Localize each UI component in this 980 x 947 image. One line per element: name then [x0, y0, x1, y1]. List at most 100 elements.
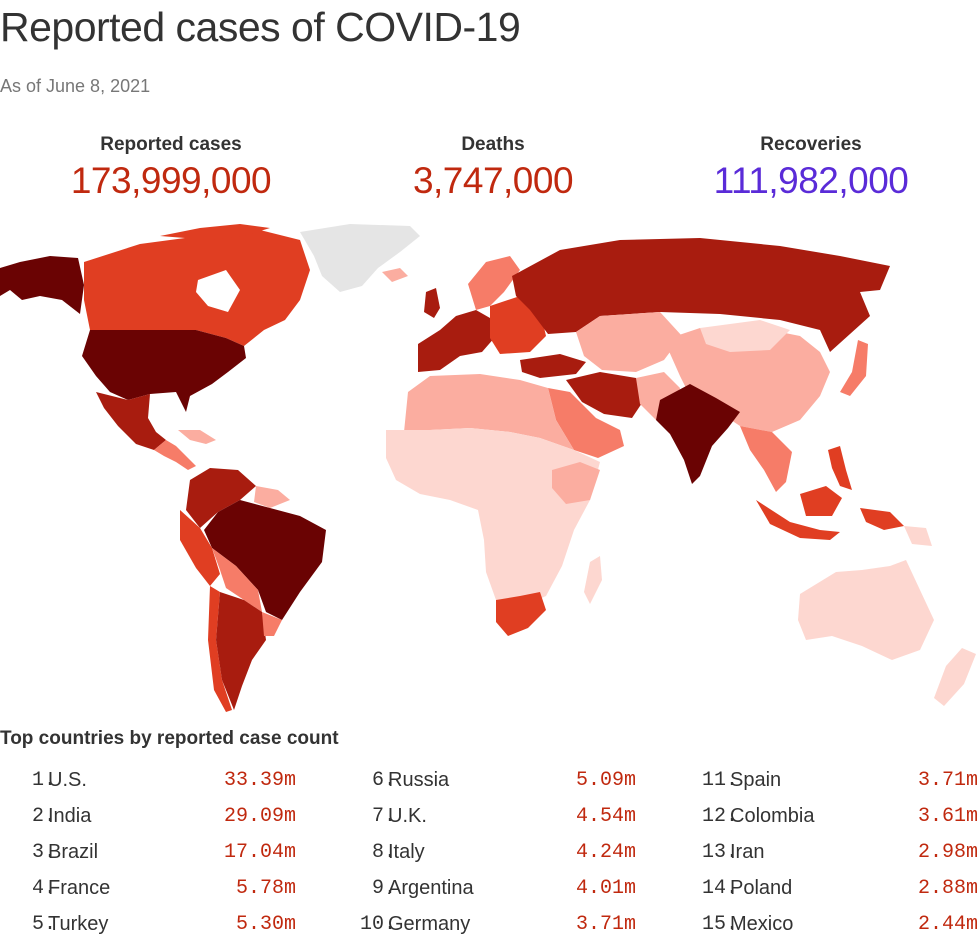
- region-middle-east[interactable]: [566, 372, 644, 418]
- region-bolivia-paraguay[interactable]: [212, 548, 262, 612]
- region-argentina[interactable]: [216, 592, 266, 710]
- rank-number: 11: [701, 769, 726, 792]
- stat-label: Recoveries: [760, 134, 862, 155]
- region-mongolia[interactable]: [700, 320, 790, 352]
- world-choropleth-map: [0, 224, 976, 712]
- rank-separator: .: [44, 913, 57, 936]
- region-turkey[interactable]: [520, 354, 586, 378]
- case-count: 2.98m: [917, 841, 978, 864]
- region-central-asia[interactable]: [576, 312, 682, 372]
- region-greenland[interactable]: [300, 224, 420, 292]
- stat-value: 111,982,000: [713, 160, 909, 201]
- region-central-america[interactable]: [154, 440, 196, 470]
- rank-number: 8: [371, 841, 384, 864]
- rank-separator: .: [44, 805, 57, 828]
- country-name: Russia: [388, 769, 450, 791]
- list-item: 1. U.S. 33.39m: [0, 767, 296, 803]
- country-name: Italy: [388, 841, 425, 863]
- stat-recoveries: Recoveries 111,982,000: [696, 134, 926, 202]
- rank-number: 7: [371, 805, 384, 828]
- country-name: Mexico: [730, 913, 794, 935]
- region-uruguay[interactable]: [262, 612, 282, 636]
- region-southeast-asia[interactable]: [740, 426, 792, 492]
- region-usa[interactable]: [82, 330, 246, 412]
- list-item: 7. U.K. 4.54m: [340, 803, 636, 839]
- case-count: 5.09m: [575, 769, 636, 792]
- rank-number: 5: [31, 913, 44, 936]
- rank-separator: .: [44, 877, 57, 900]
- region-brazil[interactable]: [204, 500, 326, 620]
- region-papua[interactable]: [904, 526, 932, 546]
- region-arabia[interactable]: [548, 388, 624, 458]
- top-list-column: 11. Spain 3.71m 12. Colombia 3.61m 13. Iran 2.98…: [682, 767, 978, 947]
- country-name: India: [48, 805, 92, 827]
- region-western-europe[interactable]: [418, 310, 496, 372]
- country-name: Turkey: [48, 913, 109, 935]
- region-new-zealand[interactable]: [934, 648, 976, 706]
- country-name: U.S.: [48, 769, 87, 791]
- region-colombia-venezuela[interactable]: [186, 468, 256, 528]
- country-name: Spain: [730, 769, 782, 791]
- rank-number: 13: [701, 841, 726, 864]
- region-north-africa[interactable]: [404, 374, 574, 450]
- rank-separator: .: [384, 769, 397, 792]
- rank-separator: .: [726, 841, 739, 864]
- region-india[interactable]: [656, 384, 740, 484]
- country-name: U.K.: [388, 805, 427, 827]
- country-name: Brazil: [48, 841, 99, 863]
- region-scandinavia[interactable]: [468, 256, 520, 310]
- case-count: 2.44m: [917, 913, 978, 936]
- case-count: 5.30m: [235, 913, 296, 936]
- rank-separator: .: [44, 769, 57, 792]
- region-philippines[interactable]: [828, 446, 852, 490]
- region-madagascar[interactable]: [584, 556, 602, 604]
- case-count: 3.61m: [917, 805, 978, 828]
- region-japan[interactable]: [840, 340, 868, 396]
- list-item: 13. Iran 2.98m: [682, 839, 978, 875]
- list-item: 8. Italy 4.24m: [340, 839, 636, 875]
- stat-value: 173,999,000: [70, 160, 272, 201]
- region-south-africa[interactable]: [496, 592, 546, 636]
- region-australia[interactable]: [798, 560, 934, 660]
- country-name: Argentina: [388, 877, 474, 899]
- list-item: 12. Colombia 3.61m: [682, 803, 978, 839]
- region-east-africa[interactable]: [552, 462, 600, 504]
- region-guianas[interactable]: [254, 486, 290, 508]
- case-count: 4.01m: [575, 877, 636, 900]
- stat-label: Deaths: [461, 134, 525, 155]
- region-mexico[interactable]: [96, 392, 166, 450]
- region-china[interactable]: [664, 328, 830, 432]
- case-count: 33.39m: [223, 769, 296, 792]
- page-subtitle: As of June 8, 2021: [0, 76, 151, 96]
- list-item: 4. France 5.78m: [0, 875, 296, 911]
- rank-separator: .: [726, 877, 739, 900]
- case-count: 5.78m: [235, 877, 296, 900]
- rank-number: 6: [371, 769, 384, 792]
- region-russia[interactable]: [512, 238, 890, 352]
- stat-label: Reported cases: [100, 134, 242, 155]
- region-uk[interactable]: [424, 288, 440, 318]
- rank-separator: .: [384, 805, 397, 828]
- rank-separator: .: [726, 913, 739, 936]
- case-count: 4.54m: [575, 805, 636, 828]
- case-count: 3.71m: [917, 769, 978, 792]
- region-iceland[interactable]: [382, 268, 408, 282]
- top-list-column: 1. U.S. 33.39m 2. India 29.09m 3. Brazil 17.04m 4…: [0, 767, 296, 947]
- region-sub-saharan-africa[interactable]: [386, 428, 600, 608]
- region-peru-ecuador[interactable]: [180, 510, 220, 586]
- region-indonesia[interactable]: [756, 486, 904, 540]
- country-name: Poland: [730, 877, 793, 899]
- rank-number: 15: [701, 913, 726, 936]
- region-caribbean[interactable]: [178, 430, 216, 444]
- page-title: Reported cases of COVID-19: [0, 4, 521, 50]
- list-item: 6. Russia 5.09m: [340, 767, 636, 803]
- region-alaska[interactable]: [0, 256, 84, 314]
- rank-number: 3: [31, 841, 44, 864]
- list-item: 14. Poland 2.88m: [682, 875, 978, 911]
- stat-reported-cases: Reported cases 173,999,000: [56, 134, 286, 202]
- case-count: 17.04m: [223, 841, 296, 864]
- rank-number: 10: [359, 913, 384, 936]
- rank-number: 12: [701, 805, 726, 828]
- region-canada-islands[interactable]: [160, 224, 270, 240]
- region-chile[interactable]: [208, 586, 232, 712]
